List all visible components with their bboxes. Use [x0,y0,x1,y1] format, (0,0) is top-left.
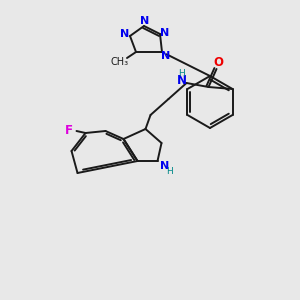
Text: N: N [176,74,187,88]
Text: N: N [120,29,130,39]
Text: H: H [178,70,185,79]
Text: H: H [166,167,173,176]
Text: N: N [160,28,169,38]
Text: F: F [64,124,73,137]
Text: N: N [161,51,171,61]
Text: O: O [214,56,224,70]
Text: CH₃: CH₃ [111,57,129,67]
Text: N: N [160,161,169,171]
Text: N: N [140,16,150,26]
